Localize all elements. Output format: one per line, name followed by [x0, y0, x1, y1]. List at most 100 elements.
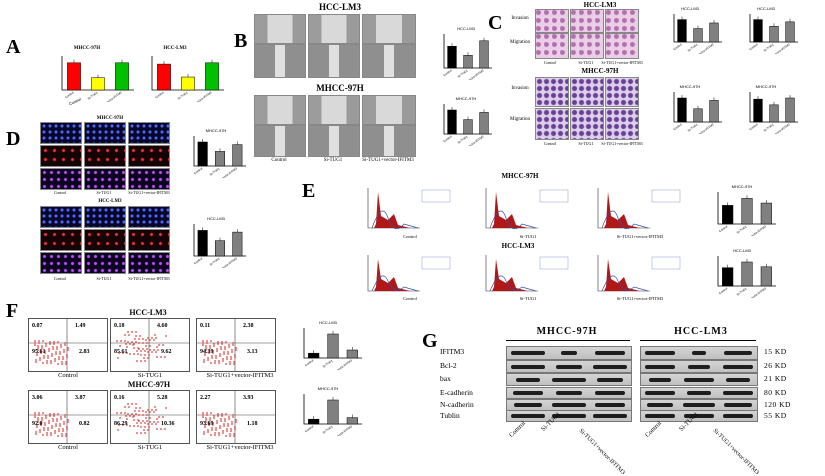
tick-label: Control — [748, 122, 758, 131]
transwell-image — [605, 108, 639, 140]
wound-image — [362, 14, 416, 44]
caption-rescue: Si-TUG1+vector-IFITM3 — [616, 296, 664, 301]
protein-band — [649, 377, 672, 382]
panel-label-d: D — [6, 128, 21, 150]
tick-label: Control — [672, 122, 682, 131]
bar — [677, 97, 687, 123]
caption-si-tug1: Si-TUG1 — [137, 444, 163, 451]
transwell-image — [605, 77, 639, 107]
panel-label-c: C — [488, 12, 503, 34]
panel-e-title-97h: MHCC-97H — [501, 172, 539, 180]
bar — [693, 108, 703, 123]
protein-label: N-cadherin — [440, 400, 474, 409]
tick-label: Si-TUG1 — [457, 134, 469, 144]
protein-band — [561, 351, 577, 355]
wound-image — [254, 125, 306, 157]
tick-label: Control — [718, 224, 728, 233]
protein-band — [645, 391, 676, 395]
wound-image — [362, 95, 416, 125]
bar — [677, 19, 687, 43]
edu-image — [40, 229, 82, 251]
bar — [463, 119, 473, 135]
protein-band — [510, 414, 545, 418]
caption-control: Control — [543, 60, 557, 65]
chart-axes — [61, 56, 134, 91]
edu-image — [84, 122, 126, 144]
tick-label: Si-TUG1 — [687, 42, 699, 52]
panel-label-f: F — [6, 300, 19, 322]
caption-rescue: Si-TUG1+vector-IFITM3 — [616, 234, 664, 239]
lane-label: Si-TUG1+vector-IFITM3 — [577, 428, 626, 476]
tick-label: Control — [193, 256, 203, 265]
molecular-weight-label: 55 KD — [764, 411, 787, 420]
panel-f-title-lm3: HCC-LM3 — [129, 308, 167, 317]
g1-peak — [492, 259, 528, 291]
flow-plot: 0.16 5.28 86.29 10.36 — [110, 390, 190, 444]
quadrant-value: 5.28 — [157, 395, 168, 401]
tick-label: Si-TUG1 — [736, 286, 748, 296]
edu-image — [84, 168, 126, 190]
bar — [785, 21, 795, 43]
protein-band — [593, 364, 628, 369]
protein-band — [552, 403, 586, 407]
flow-plot: 0.11 2.38 94.39 3.13 — [196, 318, 276, 372]
tick-label: Si-TUG1 — [322, 358, 334, 368]
transwell-image — [535, 9, 569, 33]
tick-label: Si-TUG1 — [209, 256, 221, 266]
protein-band — [595, 351, 626, 355]
protein-band — [723, 403, 752, 407]
bar — [447, 109, 457, 135]
bar — [785, 97, 795, 123]
row-label-migration: Migration — [510, 117, 530, 122]
tick-label: Si-TUG1 — [209, 166, 221, 176]
quadrant-value: 9.62 — [161, 349, 172, 355]
tick-label: Control — [672, 42, 682, 51]
bar — [308, 418, 320, 425]
caption-si-tug1: Si-TUG1 — [323, 158, 343, 163]
quadrant-value: 0.16 — [114, 395, 125, 401]
quadrant-value: 0.07 — [32, 323, 43, 329]
protein-band — [556, 364, 582, 369]
flow-plot: 0.18 4.60 85.61 9.62 — [110, 318, 190, 372]
bar — [447, 45, 457, 69]
panel-b-title-lm3: HCC-LM3 — [319, 2, 361, 12]
panel-d-title-97h: MHCC-97H — [96, 116, 124, 121]
panel-c-title-97h: MHCC-97H — [581, 67, 619, 75]
g1-peak — [492, 192, 528, 228]
lane-labels-lm3: Control Si-TUG1 Si-TUG1+vector-IFITM3 — [632, 411, 772, 476]
blot-strip — [506, 373, 632, 386]
quadrant-value: 94.39 — [200, 349, 214, 355]
chart-c1-title: HCC-LM3 — [681, 6, 699, 11]
blot-strip — [640, 360, 758, 373]
caption-control: Control — [403, 296, 417, 301]
protein-band — [722, 414, 753, 418]
tick-label: Control — [154, 90, 164, 99]
wound-image — [362, 125, 416, 157]
bar — [346, 349, 358, 359]
chart-e1-title: MHCC-97H — [731, 184, 753, 189]
tick-label: Control — [193, 166, 203, 175]
protein-band — [722, 391, 753, 395]
caption-rescue: Si-TUG1+vector-IFITM3 — [206, 444, 274, 451]
caption-control: Control — [543, 141, 557, 146]
transwell-image — [570, 9, 604, 33]
bar — [91, 77, 105, 91]
quadrant-value: 86.29 — [114, 421, 128, 427]
protein-label: IFITM3 — [440, 347, 465, 356]
edu-image — [128, 206, 170, 228]
caption-rescue: Si-TUG1+vector-IFITM3 — [362, 158, 414, 163]
chart-axes — [443, 104, 492, 135]
histogram-legend — [421, 256, 451, 270]
quadrant-value: 2.83 — [79, 349, 90, 355]
chart-a2-title: HCC-LM3 — [163, 46, 187, 51]
chart-axes — [303, 328, 362, 359]
quadrant-value: 1.49 — [75, 323, 86, 329]
cell-cycle-histogram — [597, 255, 681, 292]
